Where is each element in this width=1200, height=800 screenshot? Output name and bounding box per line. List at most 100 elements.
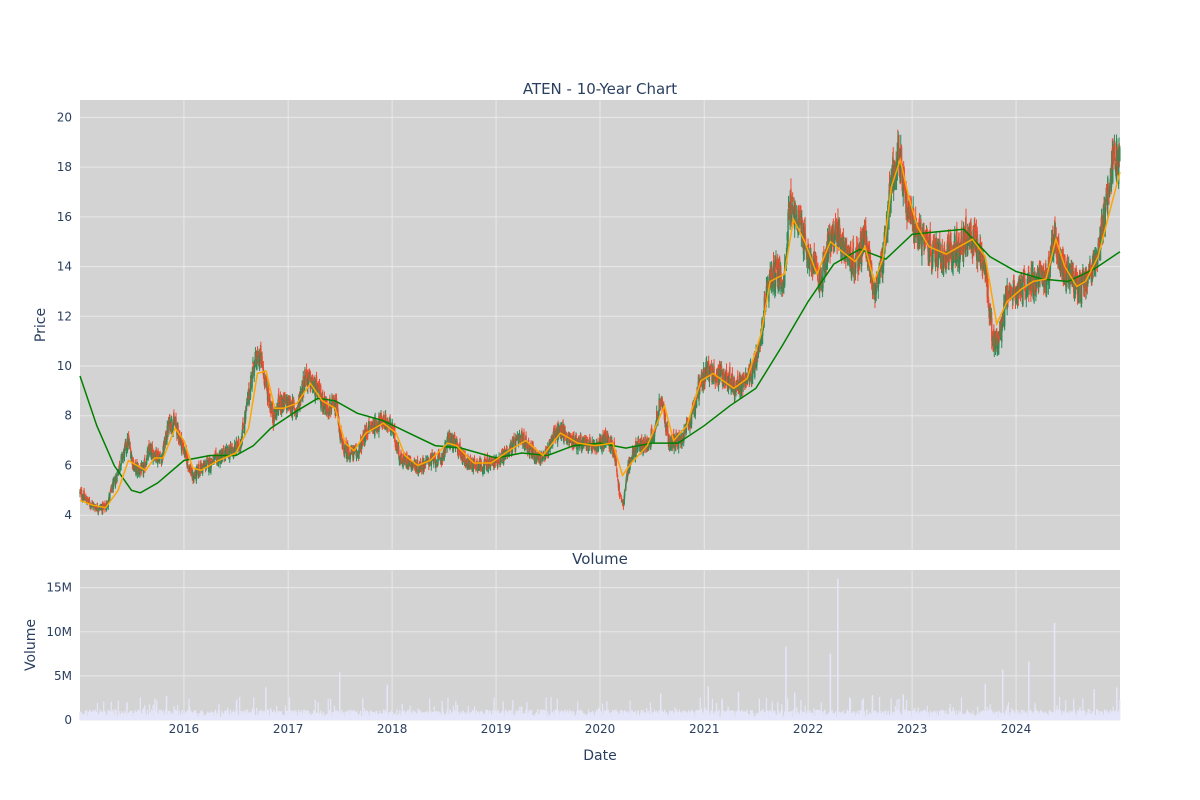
price-candle-body [143, 462, 145, 466]
price-candle-body [713, 373, 716, 380]
price-candle-body [1065, 277, 1067, 292]
price-candle-body [828, 236, 830, 238]
price-candle-body [965, 216, 967, 240]
price-candle-body [464, 451, 466, 462]
price-candle-body [579, 437, 581, 446]
price-candle-body [127, 438, 129, 447]
price-candle-body [175, 418, 177, 425]
price-candle-body [791, 197, 794, 200]
price-candle-body [750, 362, 752, 381]
price-candle-body [95, 508, 97, 510]
price-candle-body [166, 438, 168, 444]
price-candle-body [539, 459, 542, 463]
price-candle-body [580, 435, 582, 443]
price-candle-body [109, 492, 111, 499]
price-candle-body [1105, 203, 1107, 206]
price-candle-body [976, 238, 979, 262]
price-candle-body [167, 422, 169, 434]
price-candle-body [930, 259, 933, 266]
price-candle-body [520, 431, 523, 437]
price-candle-body [278, 393, 280, 406]
price-candle-body [312, 383, 315, 388]
price-candle-body [268, 402, 270, 404]
price-candle-body [522, 437, 524, 445]
price-candle-body [511, 440, 514, 453]
price-candle-body [741, 374, 744, 385]
price-candle-body [430, 461, 433, 467]
price-candle-body [419, 460, 422, 471]
price-candle-body [274, 409, 277, 419]
price-candle-body [483, 459, 486, 470]
price-candle-body [146, 455, 148, 461]
price-candle-body [626, 473, 629, 478]
price-candle-body [517, 434, 519, 436]
price-candle-body [264, 379, 267, 382]
price-candle-body [976, 230, 978, 237]
price-candle-body [451, 437, 454, 448]
price-candle-body [752, 366, 754, 378]
price-candle-body [512, 440, 514, 443]
price-candle-body [199, 471, 201, 475]
price-candle-body [238, 446, 240, 450]
price-candle-body [898, 147, 900, 163]
price-candle-body [299, 392, 302, 396]
price-candle-body [414, 462, 416, 467]
price-candle-body [571, 435, 573, 446]
price-candle-body [151, 445, 154, 451]
price-candle-body [374, 418, 376, 437]
price-candle-body [139, 471, 141, 475]
price-candle-body [172, 424, 174, 433]
price-candle-body [720, 370, 722, 373]
price-candle-body [320, 401, 322, 408]
price-candle-body [904, 186, 907, 195]
price-candle-body [497, 462, 500, 464]
price-candle-body [1013, 280, 1015, 285]
price-candle-body [462, 450, 465, 462]
price-candle-body [390, 426, 392, 428]
price-candle-body [804, 236, 807, 246]
price-candle-body [229, 449, 231, 454]
price-candle-body [892, 160, 894, 183]
price-candle-body [484, 457, 486, 460]
price-candle-body [213, 456, 215, 461]
price-candle-body [1038, 269, 1040, 285]
price-candle-body [709, 370, 712, 372]
price-candle-body [135, 465, 137, 475]
price-candle-body [821, 279, 823, 286]
price-candle-body [998, 335, 1000, 340]
price-candle-body [476, 459, 478, 470]
price-candle-body [275, 409, 278, 419]
price-candle-body [621, 501, 623, 503]
price-candle-body [110, 486, 113, 491]
price-candle-body [263, 372, 265, 384]
price-candle-body [921, 247, 923, 256]
price-candle-body [875, 285, 877, 295]
price-candle-body [729, 367, 731, 388]
price-candle-body [344, 445, 346, 454]
price-candle-body [561, 427, 563, 434]
price-candle-body [140, 468, 142, 474]
price-candle-body [285, 396, 287, 403]
price-candle-body [991, 318, 993, 342]
price-candle-body [444, 443, 447, 445]
price-candle-body [695, 399, 698, 408]
price-candle-body [694, 398, 696, 412]
price-candle-body [116, 471, 119, 473]
price-candle-body [359, 442, 361, 448]
price-candle-body [215, 452, 217, 454]
price-candle-body [827, 253, 830, 259]
price-candle-body [822, 257, 824, 288]
price-candle-body [1032, 272, 1035, 294]
price-candle-body [1061, 254, 1064, 275]
price-candle-body [358, 448, 360, 459]
price-candle-body [242, 422, 244, 430]
price-candle-body [586, 438, 589, 447]
price-candle-body [1075, 269, 1077, 290]
price-candle-body [194, 476, 196, 478]
price-candle-body [442, 457, 444, 459]
price-candle-body [1022, 279, 1024, 305]
price-candle-body [838, 224, 841, 235]
price-candle-body [459, 442, 461, 452]
price-candle-body [769, 270, 772, 276]
price-candle-body [379, 419, 381, 426]
